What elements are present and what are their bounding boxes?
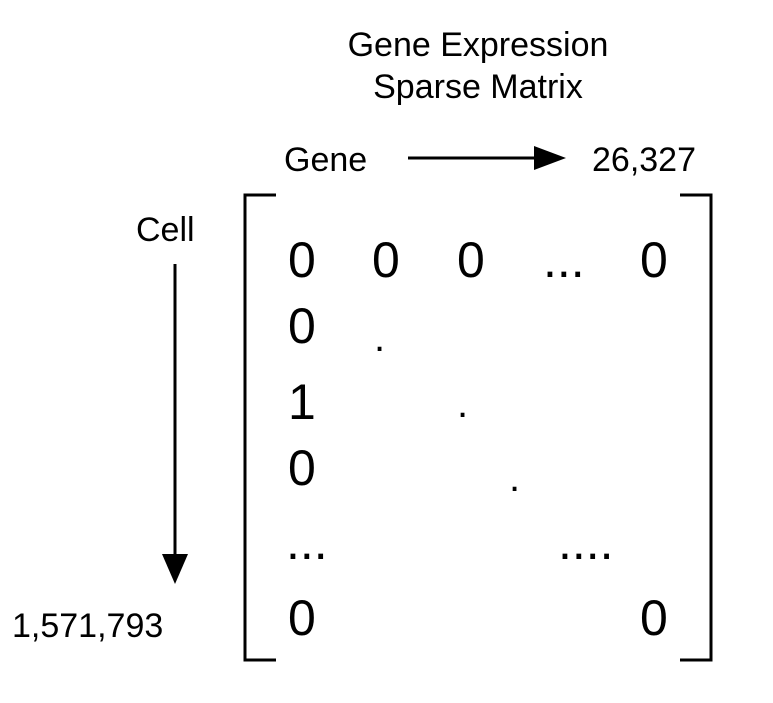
matrix-cell-r1-c2: 0 <box>372 232 400 288</box>
gene-count-label: 26,327 <box>592 141 696 179</box>
matrix-cell-r1-ellipsis: ... <box>543 232 585 288</box>
matrix-cell-last-last: 0 <box>640 590 668 646</box>
matrix-cell-r3-c1: 1 <box>288 374 316 430</box>
title-line-2: Sparse Matrix <box>373 68 583 106</box>
title-line-1: Gene Expression <box>347 26 609 64</box>
matrix-cell-r1-c1: 0 <box>288 232 316 288</box>
diagram-title: Gene Expression Sparse Matrix <box>263 24 693 108</box>
matrix-cell-r2-c1: 0 <box>288 298 316 354</box>
cell-arrow <box>162 264 188 584</box>
cell-axis-label: Cell <box>136 211 195 249</box>
matrix-cell-r1-c3: 0 <box>457 232 485 288</box>
matrix-diagonal-dot-1: . <box>374 316 386 360</box>
gene-arrow <box>408 146 566 170</box>
matrix-diagonal-dot-3: . <box>509 456 521 500</box>
matrix-left-bracket <box>243 193 276 662</box>
cell-count-label: 1,571,793 <box>12 607 164 645</box>
matrix-cell-r4-c1: 0 <box>288 440 316 496</box>
matrix-right-bracket <box>680 193 713 662</box>
matrix-diagonal-ellipsis: .... <box>558 514 614 570</box>
matrix-diagonal-dot-2: . <box>457 382 469 426</box>
matrix-row-ellipsis: ... <box>286 514 328 570</box>
matrix-cell-r1-last: 0 <box>640 232 668 288</box>
matrix-cell-last-c1: 0 <box>288 590 316 646</box>
gene-axis-label: Gene <box>284 141 368 179</box>
